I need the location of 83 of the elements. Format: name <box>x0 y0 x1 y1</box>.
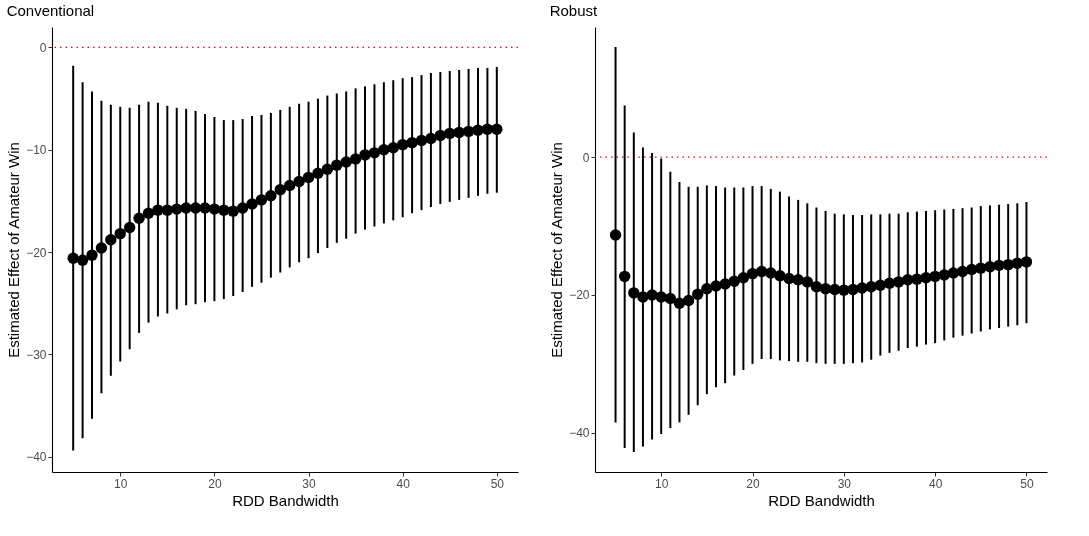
point <box>236 202 249 214</box>
point <box>95 242 108 254</box>
point <box>673 297 686 309</box>
point <box>227 205 239 217</box>
point <box>171 203 183 215</box>
point <box>302 171 315 184</box>
y-tick-label: −20 <box>569 288 590 303</box>
point <box>123 221 136 234</box>
point <box>929 270 941 283</box>
x-axis-title: RDD Bandwidth <box>768 491 875 509</box>
point <box>728 275 740 287</box>
y-tick-label: −20 <box>26 245 47 260</box>
y-tick-label: 0 <box>582 150 590 165</box>
point <box>453 126 465 139</box>
y-tick-label: −30 <box>26 347 47 362</box>
point <box>331 159 343 171</box>
point <box>1020 256 1033 268</box>
point <box>892 276 905 288</box>
point <box>396 138 409 151</box>
y-tick-label: −10 <box>26 143 47 158</box>
point <box>246 198 258 210</box>
point <box>218 204 230 216</box>
chart-title: Robust <box>549 2 598 19</box>
point <box>682 294 695 307</box>
point <box>618 270 631 283</box>
point <box>415 134 428 147</box>
point <box>133 212 145 224</box>
point <box>76 254 89 266</box>
point <box>265 190 277 202</box>
point <box>340 156 352 168</box>
point <box>387 142 399 154</box>
point <box>719 278 731 290</box>
point <box>321 163 334 175</box>
point <box>491 123 503 135</box>
point <box>425 132 437 145</box>
point <box>312 167 324 179</box>
point <box>801 276 813 288</box>
y-tick-label: −40 <box>26 450 47 465</box>
point <box>105 234 117 246</box>
point <box>628 287 640 299</box>
x-tick-label: 50 <box>1020 476 1034 491</box>
x-tick-label: 40 <box>396 476 411 491</box>
point <box>874 279 887 292</box>
y-tick-label: 0 <box>39 40 47 55</box>
x-tick-label: 30 <box>302 476 317 491</box>
point <box>255 194 268 206</box>
point <box>274 183 286 196</box>
point <box>737 272 750 284</box>
point <box>349 153 362 165</box>
point <box>984 261 996 273</box>
point <box>692 288 704 300</box>
x-axis-title: RDD Bandwidth <box>232 491 339 509</box>
x-tick-label: 30 <box>837 476 852 491</box>
point <box>406 136 418 149</box>
point <box>152 204 164 216</box>
x-tick-label: 10 <box>114 476 128 491</box>
x-tick-label: 50 <box>490 476 505 491</box>
point <box>481 123 494 135</box>
point <box>378 144 390 156</box>
point <box>472 124 484 137</box>
point <box>664 292 677 305</box>
point <box>86 249 98 261</box>
x-tick-label: 10 <box>655 476 669 491</box>
point <box>609 229 622 241</box>
point <box>359 149 371 161</box>
point <box>208 203 221 215</box>
point <box>161 204 174 216</box>
y-axis-title: Estimated Effect of Amateur Win <box>548 142 566 358</box>
point <box>701 283 713 295</box>
point <box>284 179 296 192</box>
point <box>293 175 305 188</box>
x-tick-label: 40 <box>928 476 943 491</box>
point <box>142 207 155 219</box>
x-tick-label: 20 <box>746 476 761 491</box>
point <box>114 227 126 240</box>
point <box>444 127 456 140</box>
y-axis-title: Estimated Effect of Amateur Win <box>5 142 23 358</box>
point <box>956 265 969 278</box>
x-tick-label: 20 <box>208 476 222 491</box>
point <box>783 272 795 285</box>
y-tick-label: −40 <box>569 426 590 441</box>
chart-title: Conventional <box>6 2 95 19</box>
point <box>368 147 381 159</box>
